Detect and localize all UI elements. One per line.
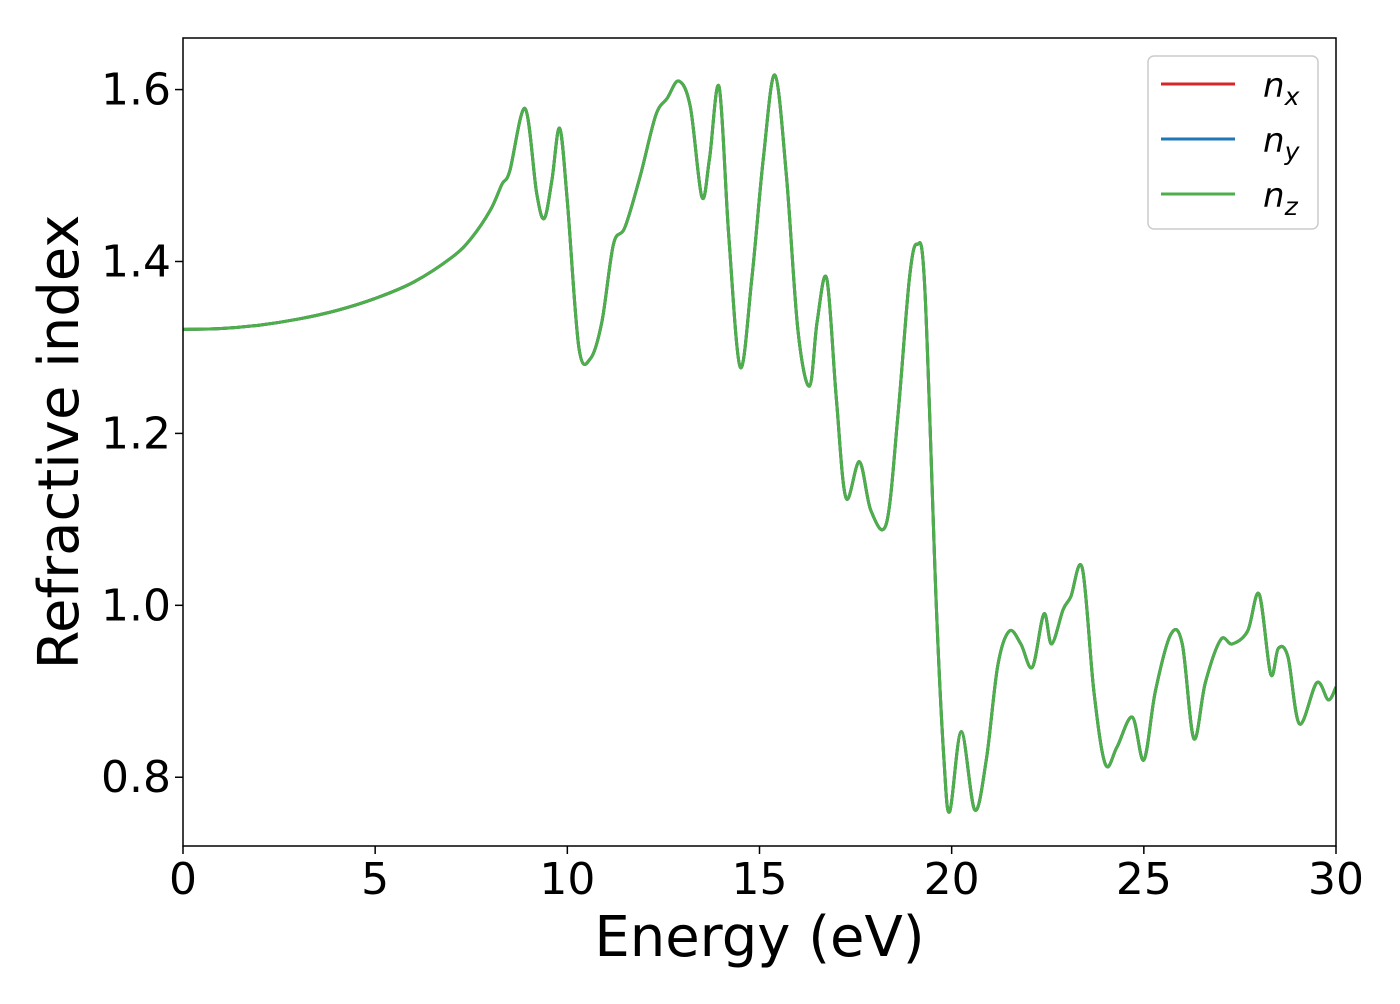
x-tick-label: 25 <box>1116 854 1172 905</box>
x-axis: 0 5 10 15 20 25 30 <box>169 846 1364 905</box>
series-line-n-z <box>183 73 1336 814</box>
legend-label: nz <box>1263 176 1299 221</box>
x-tick-label: 5 <box>361 854 389 905</box>
y-tick-label: 1.0 <box>101 580 171 631</box>
y-axis: 0.8 1.0 1.2 1.4 1.6 <box>101 65 183 803</box>
x-tick-label: 10 <box>539 854 595 905</box>
x-tick-label: 0 <box>169 854 197 905</box>
legend-label-base: n <box>1263 176 1285 216</box>
x-tick-label: 20 <box>924 854 980 905</box>
legend-label: nx <box>1263 66 1300 111</box>
legend-label-base: n <box>1263 66 1285 106</box>
x-tick-label: 15 <box>732 854 788 905</box>
legend-label-base: n <box>1263 121 1285 161</box>
legend-label-subscript: x <box>1284 82 1300 111</box>
y-tick-label: 1.6 <box>101 65 171 116</box>
x-axis-label: Energy (eV) <box>594 905 924 970</box>
series-layer <box>183 73 1336 814</box>
y-tick-label: 1.2 <box>101 408 171 459</box>
legend-frame <box>1147 55 1319 230</box>
y-axis-label: Refractive index <box>27 215 92 670</box>
legend-label-subscript: y <box>1284 137 1301 166</box>
legend-label: ny <box>1263 121 1301 166</box>
y-tick-label: 0.8 <box>101 752 171 803</box>
legend-label-subscript: z <box>1284 192 1299 221</box>
y-tick-label: 1.4 <box>101 236 171 287</box>
x-tick-label: 30 <box>1308 854 1364 905</box>
